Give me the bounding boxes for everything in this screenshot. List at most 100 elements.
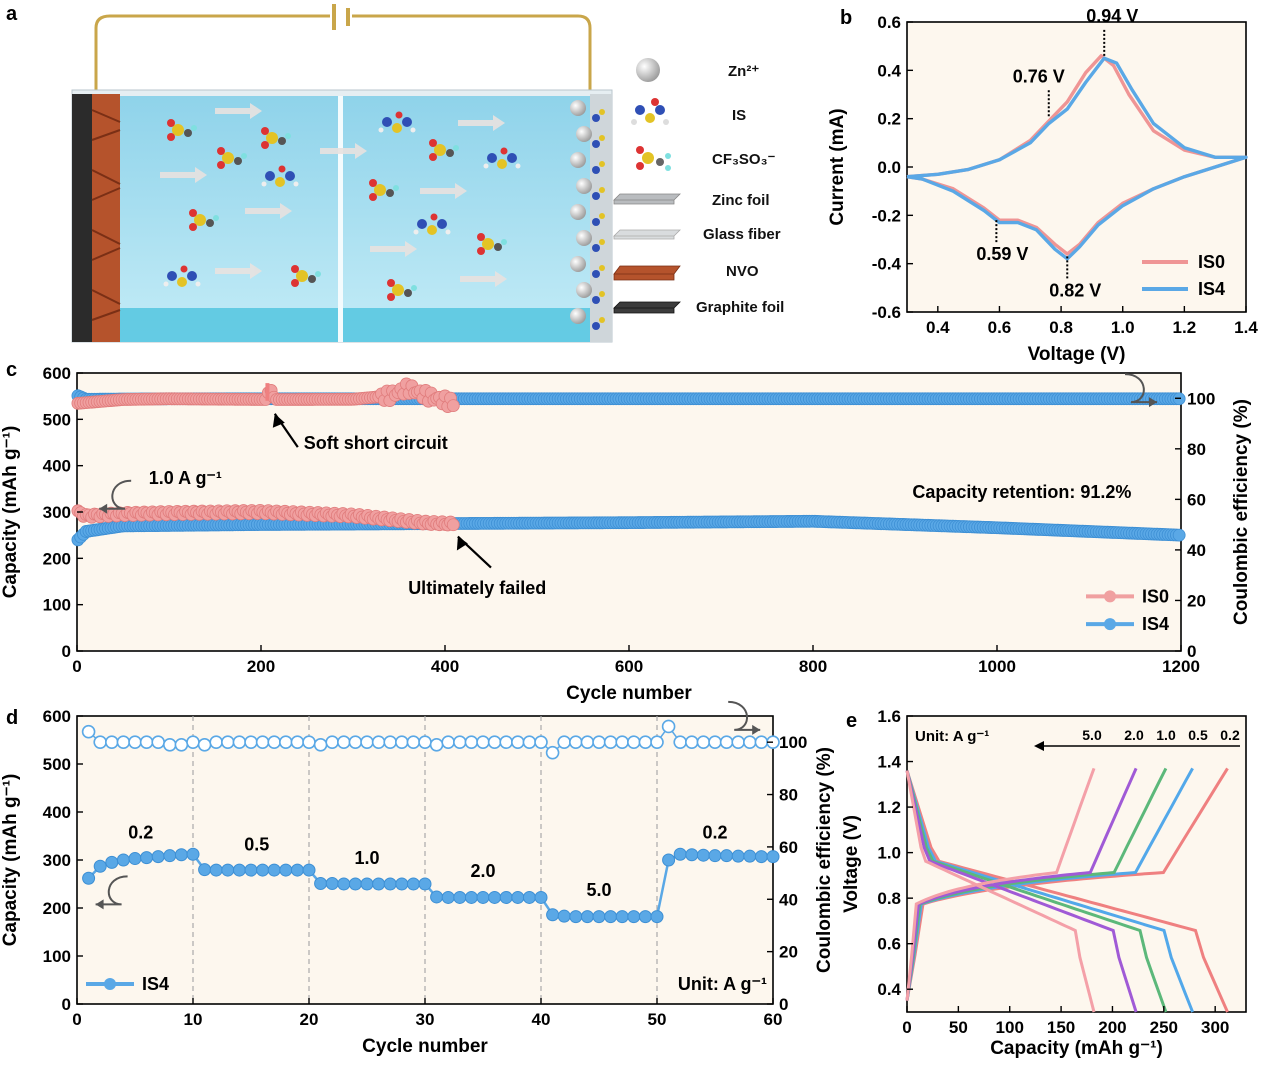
rate-y2-tick-label: 80 — [779, 786, 798, 805]
cv-y-tick-label: -0.6 — [872, 303, 901, 322]
rate-label: 0.2 — [702, 822, 727, 842]
cyc-x-tick-label: 0 — [72, 657, 81, 676]
glass-fiber-icon — [613, 229, 681, 240]
cd-x-tick-label: 250 — [1150, 1018, 1178, 1037]
capacity-point — [360, 877, 374, 891]
cv-y-tick-label: 0.0 — [877, 158, 901, 177]
discharge-curve-1.0 — [905, 770, 1168, 1013]
capacity-point — [314, 877, 328, 891]
capacity-point — [383, 877, 397, 891]
capacity-point — [279, 863, 293, 877]
discharge-curve-2.0 — [905, 770, 1138, 1013]
fluorine-atom — [241, 153, 247, 159]
fluorine-atom — [453, 145, 459, 151]
capacity-point — [592, 910, 606, 924]
left-axis-arrow-head — [99, 503, 108, 514]
zn-ion — [570, 256, 586, 272]
rate-x-tick-label: 0 — [72, 1010, 81, 1029]
cv-x-tick-label: 1.4 — [1234, 318, 1258, 337]
rate-y2-tick-label: 40 — [779, 890, 798, 909]
cyc-ylabel: Capacity (mAh g⁻¹) — [0, 426, 21, 599]
nitrogen-atom — [187, 271, 197, 281]
ce-point — [626, 735, 641, 749]
capacity-point — [720, 849, 734, 863]
ce-point — [568, 735, 583, 749]
sulfur-atom — [434, 144, 446, 156]
legend-label-is4: IS4 — [1142, 614, 1169, 634]
capacity-point — [685, 848, 699, 862]
cv-x-tick-label: 1.2 — [1173, 318, 1197, 337]
ce-point — [278, 735, 293, 749]
rate-y-tick-label: 600 — [43, 707, 71, 726]
short-circuit-label: Soft short circuit — [304, 433, 448, 453]
ce-point — [174, 737, 189, 752]
capacity-point — [569, 910, 583, 924]
capacity-point — [198, 863, 212, 877]
adsorbed-is-molecule — [592, 322, 600, 330]
adsorbed-is-molecule — [592, 140, 600, 148]
ce-point — [197, 737, 212, 752]
cyc-y-tick-label: 400 — [43, 457, 71, 476]
capacity-point — [267, 863, 281, 877]
panel-label-d: d — [6, 707, 18, 729]
capacity-point — [430, 890, 444, 904]
oxygen-atom — [429, 139, 437, 147]
capacity-point — [766, 850, 780, 864]
cd-x-tick-label: 0 — [902, 1018, 911, 1037]
triflate-molecule — [429, 139, 459, 161]
cyc-y2-tick-label: 80 — [1187, 440, 1206, 459]
fluorine-atom — [411, 285, 417, 291]
triflate-molecule-icon — [636, 146, 671, 171]
triflate-molecule — [217, 147, 247, 169]
sulfur-atom — [194, 214, 206, 226]
zn-ion — [576, 282, 592, 298]
peak-label: 0.76 V — [1013, 66, 1065, 86]
oxygen-atom — [369, 193, 377, 201]
rate-x-tick-label: 40 — [532, 1010, 551, 1029]
cyc-y2-tick-label: 0 — [1187, 642, 1196, 661]
ce-point — [487, 735, 502, 749]
capacity-point — [372, 877, 386, 891]
rate-y-tick-label: 300 — [43, 851, 71, 870]
legend-label-is4: IS4 — [1198, 279, 1225, 299]
hydrogen-atom — [195, 281, 201, 287]
hydrogen-atom — [378, 127, 384, 133]
oxygen-atom — [167, 133, 175, 141]
is-molecule — [163, 265, 201, 287]
nitrogen-atom — [417, 219, 427, 229]
capacity-point — [116, 853, 130, 867]
triflate-molecule — [369, 179, 399, 201]
is-molecule-icon — [631, 98, 669, 125]
ce-point — [452, 735, 467, 749]
zn-ion — [570, 308, 586, 324]
capacity-point — [708, 849, 722, 863]
oxygen-atom — [291, 265, 299, 273]
ce-point — [708, 735, 722, 749]
ce-point — [638, 735, 653, 749]
ce-point — [418, 735, 432, 749]
sulfur-atom — [177, 277, 187, 287]
ce-point — [742, 735, 757, 749]
triflate-molecule — [387, 279, 417, 301]
legend-marker-is4 — [1104, 618, 1116, 631]
cyc-y-tick-label: 100 — [43, 596, 71, 615]
capacity-point — [453, 890, 467, 904]
oxygen-atom — [291, 279, 299, 287]
oxygen-atom — [500, 147, 508, 155]
ce-point — [499, 735, 514, 749]
capacity-point — [325, 877, 339, 891]
capacity-point — [743, 849, 757, 863]
nitrogen-atom — [265, 171, 275, 181]
adsorbed-is-molecule — [599, 239, 605, 245]
ce-point — [580, 735, 595, 749]
oxygen-atom — [477, 247, 485, 255]
oxygen-atom — [261, 141, 269, 149]
ce-point — [325, 735, 340, 749]
cd-y-tick-label: 1.6 — [877, 707, 901, 726]
rate-y-tick-label: 500 — [43, 755, 71, 774]
rate-y2-tick-label: 20 — [779, 943, 798, 962]
capacity-point — [650, 910, 664, 924]
cd-x-tick-label: 50 — [949, 1018, 968, 1037]
ce-point — [441, 735, 456, 749]
capacity-point — [476, 890, 490, 904]
